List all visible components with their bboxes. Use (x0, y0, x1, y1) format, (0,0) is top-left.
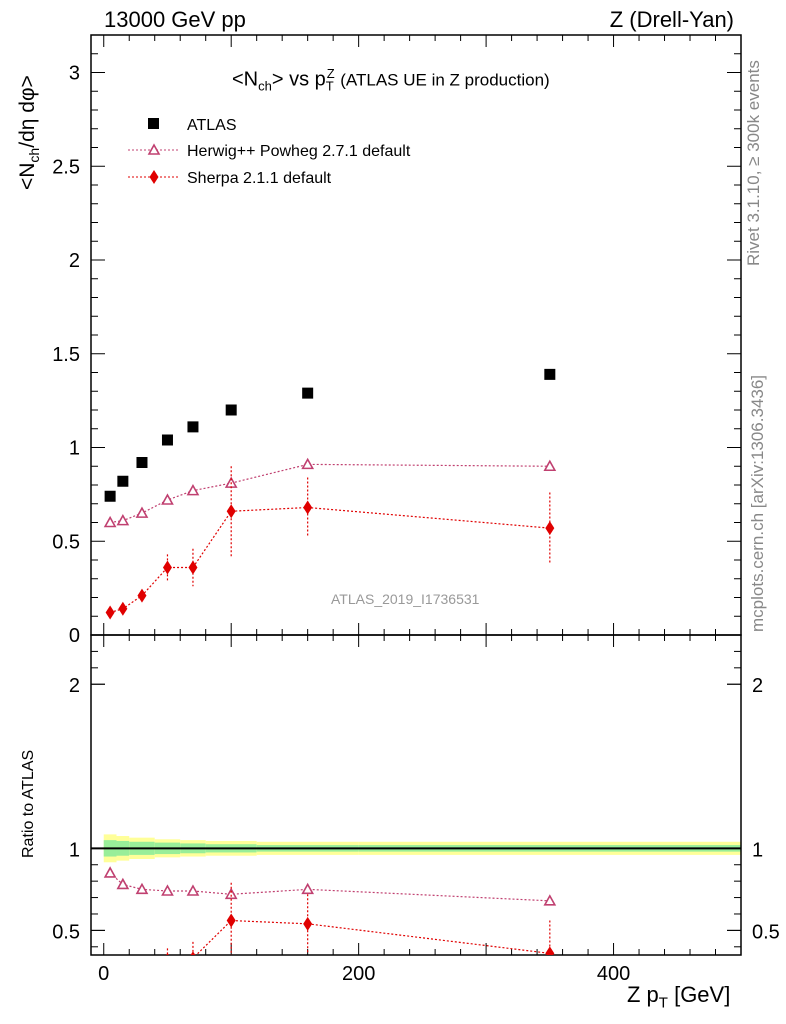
atlas-point (117, 475, 129, 487)
atlas-point (161, 434, 173, 446)
legend-label: ATLAS (187, 117, 237, 134)
herwig-point (135, 506, 149, 518)
herwig-point (135, 882, 149, 895)
header-left: 13000 GeV pp (104, 7, 246, 32)
x-tick-label: 200 (342, 963, 375, 985)
herwig-point (116, 513, 130, 526)
herwig-point (543, 894, 557, 906)
data-series (103, 368, 557, 992)
atlas-point (136, 457, 148, 468)
ratio-y-tick-label: 2 (69, 675, 80, 697)
herwig-point (103, 866, 117, 878)
herwig-point (301, 882, 315, 895)
mcplots-credit: mcplots.cern.ch [arXiv:1306.3436] (748, 374, 767, 632)
atlas-point (544, 368, 556, 380)
header-right: Z (Drell-Yan) (609, 7, 734, 32)
ratio-y-tick-label-right: 1 (752, 839, 763, 861)
analysis-watermark: ATLAS_2019_I1736531 (331, 591, 480, 607)
atlas-point (302, 387, 314, 399)
ratio-y-tick-label: 1 (69, 839, 80, 861)
sherpa-ratio-line (195, 919, 550, 955)
sherpa-point (545, 521, 555, 536)
y-tick-label: 0.5 (52, 531, 80, 553)
ratio-y-tick-label-right: 2 (752, 675, 763, 697)
legend-label: Sherpa 2.1.1 default (187, 170, 332, 187)
sherpa-point (545, 946, 555, 955)
herwig-point (186, 884, 200, 896)
y-tick-label: 1 (69, 438, 80, 460)
herwig-point (161, 884, 174, 896)
x-axis-label: Z pT [GeV] (627, 982, 731, 1012)
x-tick-label: 0 (98, 963, 109, 985)
legend: ATLAS Herwig++ Powheg 2.7.1 default Sherpa… (128, 117, 411, 187)
sherpa-line (109, 506, 550, 614)
herwig-point (301, 457, 315, 470)
axis-tick-labels: 0 200 400 0 0.5 1 1.5 2 2.5 3 0.5 0.5 1 1 2 2 (52, 63, 780, 986)
ratio-y-tick-label-right: 0.5 (752, 921, 780, 943)
atlas-point (104, 490, 116, 502)
herwig-ratio-line (109, 872, 550, 902)
sherpa-point (118, 978, 127, 992)
ratio-uncertainty-bands (91, 834, 741, 863)
chart-title: <Nch> vs pTZ (ATLAS UE in Z production) (232, 66, 550, 94)
y-tick-label: 2.5 (52, 156, 80, 178)
x-tick-label: 400 (597, 963, 630, 985)
sherpa-point (190, 951, 196, 955)
sherpa-point (226, 913, 236, 928)
herwig-point (161, 493, 174, 505)
sherpa-point (303, 916, 313, 931)
legend-label: Herwig++ Powheg 2.7.1 default (187, 143, 411, 160)
y-tick-label: 2 (69, 250, 80, 272)
sherpa-point (226, 504, 236, 519)
rivet-version: Rivet 3.1.10, ≥ 300k events (744, 60, 763, 266)
sherpa-point (303, 500, 313, 515)
sherpa-point (162, 560, 172, 575)
herwig-point (186, 483, 200, 496)
herwig-point (543, 459, 557, 472)
axis-ticks (91, 34, 742, 955)
herwig-line (110, 463, 550, 524)
ratio-series (103, 866, 557, 992)
sherpa-point (137, 969, 146, 983)
ratio-y-axis-label: Ratio to ATLAS (20, 749, 37, 858)
atlas-point (187, 421, 199, 433)
sherpa-point (188, 560, 198, 575)
y-tick-label: 0 (69, 625, 80, 647)
herwig-point (147, 143, 161, 155)
sherpa-point (118, 601, 128, 616)
legend-atlas-marker (148, 118, 159, 129)
sherpa-point (166, 952, 169, 955)
sherpa-point (137, 588, 147, 603)
herwig-point (116, 877, 130, 890)
herwig-point (103, 515, 117, 528)
y-tick-label: 3 (69, 63, 80, 85)
herwig-point (224, 887, 238, 900)
sherpa-point (149, 170, 159, 184)
y-axis-label: <Nch/dη dφ> (16, 75, 43, 190)
sherpa-point (105, 605, 115, 620)
ratio-panel-frame (90, 634, 742, 956)
ratio-y-tick-label: 0.5 (52, 921, 80, 943)
atlas-point (225, 404, 237, 416)
y-tick-label: 1.5 (52, 344, 80, 366)
